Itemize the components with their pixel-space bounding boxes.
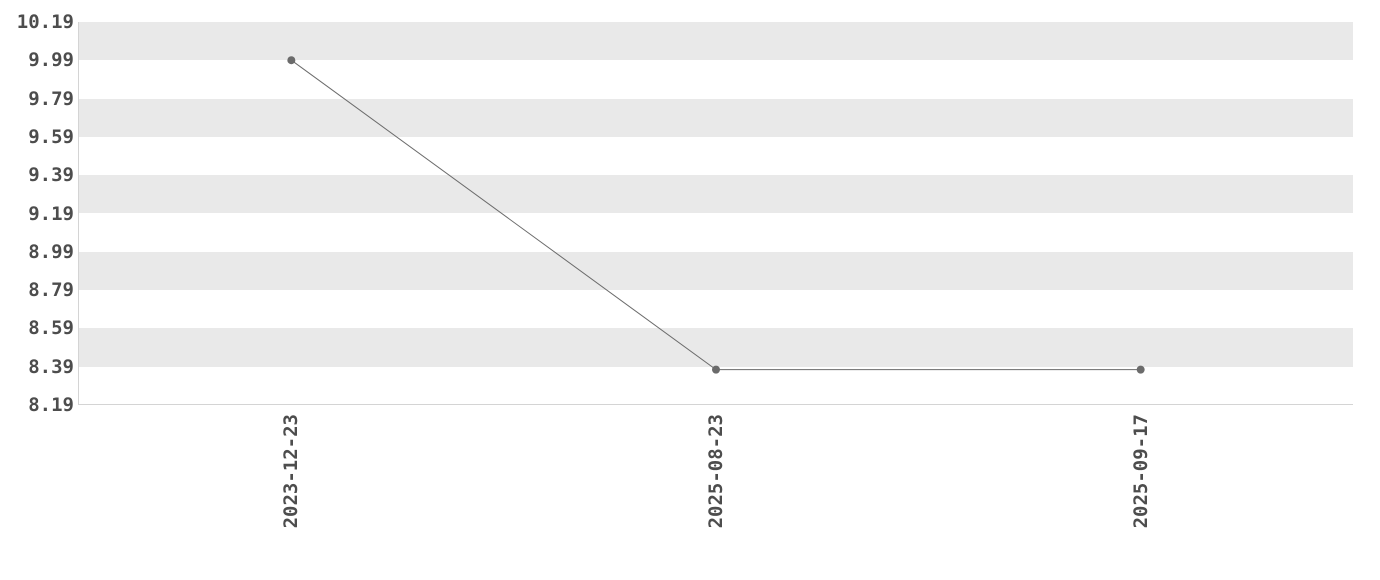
plot-area xyxy=(78,22,1353,405)
data-point-marker[interactable] xyxy=(1136,365,1145,374)
grid-band xyxy=(79,251,1353,291)
grid-band xyxy=(79,98,1353,137)
y-axis: 10.19 9.99 9.79 9.59 9.39 9.19 8.99 8.79 8.59 8.3… xyxy=(0,0,78,580)
data-point-marker[interactable] xyxy=(287,56,296,65)
y-tick-label: 9.99 xyxy=(28,49,74,72)
y-tick-label: 8.59 xyxy=(28,317,74,340)
data-point-marker[interactable] xyxy=(712,365,720,374)
y-tick-label: 10.19 xyxy=(16,11,74,33)
data-series-layer xyxy=(287,56,1145,374)
x-tick-label: 2025-09-17 xyxy=(1129,414,1152,529)
y-tick-label: 8.79 xyxy=(28,279,74,302)
y-tick-label: 9.19 xyxy=(28,202,74,225)
grid-band xyxy=(79,175,1353,214)
grid-band xyxy=(79,328,1353,367)
y-tick-label: 9.39 xyxy=(28,164,74,187)
x-tick-label: 2025-08-23 xyxy=(704,414,727,529)
y-tick-label: 8.99 xyxy=(28,240,74,263)
grid-band xyxy=(79,22,1353,61)
y-tick-label: 9.59 xyxy=(28,125,74,148)
x-tick-label: 2023-12-23 xyxy=(279,414,302,529)
y-tick-label: 9.79 xyxy=(28,87,74,110)
y-tick-label: 8.19 xyxy=(28,394,74,416)
y-tick-label: 8.39 xyxy=(28,355,74,378)
